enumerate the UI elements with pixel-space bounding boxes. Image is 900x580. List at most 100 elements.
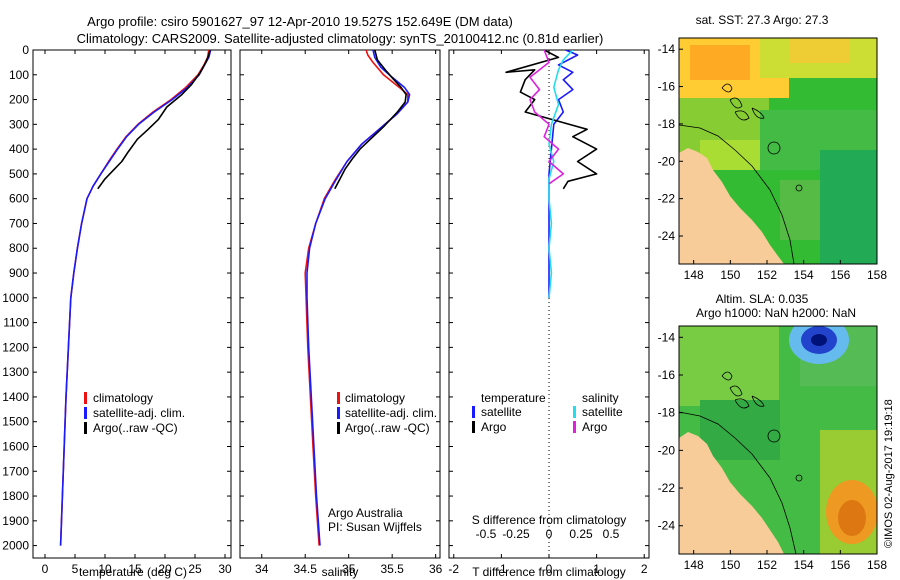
legend-label-argo: Argo(..raw -QC) bbox=[345, 421, 430, 435]
x-tick-label: 15 bbox=[128, 562, 142, 576]
legend-label-t-satellite: satellite bbox=[481, 405, 522, 419]
bathymetry-contour bbox=[679, 124, 795, 264]
depth-tick-label: 1300 bbox=[2, 365, 29, 379]
sla-map-frame bbox=[678, 325, 878, 555]
map-y-tick-label: -18 bbox=[658, 117, 676, 131]
imos-timestamp: ©IMOS 02-Aug-2017 19:19:18 bbox=[883, 399, 895, 548]
t-difference-x-ticks: -2 -1 0 1 2 bbox=[448, 49, 649, 576]
map-x-tick-label: 150 bbox=[720, 268, 740, 282]
sla-map-title-line2: Argo h1000: NaN h2000: NaN bbox=[696, 306, 856, 320]
map-x-tick-label: 156 bbox=[830, 558, 850, 572]
map-y-tick-label: -22 bbox=[658, 481, 676, 495]
salinity-plot-frame bbox=[239, 49, 441, 559]
legend-label-climatology: climatology bbox=[93, 391, 153, 405]
depth-tick-label: 1100 bbox=[3, 316, 29, 330]
depth-tick-label: 1000 bbox=[2, 291, 29, 305]
legend-swatch-s-argo bbox=[573, 421, 576, 433]
map-y-tick-label: -24 bbox=[658, 229, 676, 243]
legend-label-s-argo: Argo bbox=[582, 420, 608, 434]
depth-tick-label: 1800 bbox=[2, 489, 29, 503]
sst-map-ticks: 148 150 152 154 156 158 -14 -16 -18 -20 -22 -24 bbox=[658, 42, 888, 282]
map-x-tick-label: 158 bbox=[867, 558, 887, 572]
depth-tick-label: 800 bbox=[9, 241, 29, 255]
legend-swatch-s-satellite bbox=[573, 406, 576, 418]
x-tick-label: 2 bbox=[641, 562, 648, 576]
legend-swatch-t-argo bbox=[472, 421, 475, 433]
map-x-tick-label: 148 bbox=[684, 268, 704, 282]
legend-label-argo: Argo(..raw -QC) bbox=[93, 421, 178, 435]
depth-tick-label: 900 bbox=[9, 266, 29, 280]
x-tick-label: 5 bbox=[72, 562, 79, 576]
pi-label: PI: Susan Wijffels bbox=[328, 520, 422, 534]
legend-label-s-satellite: satellite bbox=[582, 405, 623, 419]
salinity-panel: 34 34.5 35 35.5 36 salinity climatology sate… bbox=[239, 49, 443, 579]
bathymetry-contour bbox=[679, 411, 797, 554]
legend-swatch-climatology bbox=[84, 392, 87, 404]
temperature-x-label: temperature (deg C) bbox=[79, 565, 187, 579]
x-tick-label: 35.5 bbox=[380, 562, 404, 576]
salinity-x-ticks: 34 34.5 35 35.5 36 bbox=[240, 49, 443, 576]
map-x-tick-label: 148 bbox=[684, 558, 704, 572]
series-line bbox=[548, 50, 574, 298]
t-difference-label: T difference from climatology bbox=[472, 565, 626, 579]
depth-tick-label: 1700 bbox=[2, 464, 29, 478]
legend-heading-temperature: temperature bbox=[481, 391, 546, 405]
depth-tick-label: 400 bbox=[9, 142, 29, 156]
map-y-tick-label: -20 bbox=[658, 443, 676, 457]
reef-outline bbox=[721, 371, 765, 409]
difference-series bbox=[505, 50, 598, 298]
reef-outline bbox=[721, 83, 765, 121]
series-line bbox=[334, 50, 407, 190]
legend-label-climatology: climatology bbox=[345, 391, 405, 405]
map-y-tick-label: -22 bbox=[658, 192, 676, 206]
map-y-tick-label: -18 bbox=[658, 406, 676, 420]
sst-map-panel: sat. SST: 27.3 Argo: 27.3 148 150 152 154 15… bbox=[658, 13, 888, 282]
map-x-tick-label: 152 bbox=[757, 268, 777, 282]
x-tick-label: 20 bbox=[158, 562, 172, 576]
legend-swatch-satellite bbox=[337, 407, 340, 419]
map-x-tick-label: 158 bbox=[867, 268, 887, 282]
temperature-legend: climatology satellite-adj. clim. Argo(..… bbox=[84, 391, 185, 435]
map-x-tick-label: 152 bbox=[757, 558, 777, 572]
series-line bbox=[505, 50, 598, 190]
reef-circle bbox=[767, 141, 781, 155]
salinity-series bbox=[304, 50, 411, 546]
depth-tick-label: 500 bbox=[9, 167, 29, 181]
s-diff-tick: 0.5 bbox=[603, 527, 620, 541]
map-y-tick-label: -16 bbox=[658, 368, 676, 382]
series-line bbox=[548, 50, 579, 298]
map-x-tick-label: 156 bbox=[830, 268, 850, 282]
sla-map-panel: Altim. SLA: 0.035 Argo h1000: NaN h2000:… bbox=[658, 292, 888, 572]
legend-label-t-argo: Argo bbox=[481, 420, 507, 434]
figure-title-line1: Argo profile: csiro 5901627_97 12-Apr-20… bbox=[87, 14, 513, 29]
series-line bbox=[97, 50, 211, 190]
sla-low-center bbox=[811, 334, 827, 346]
land-mass bbox=[679, 148, 784, 264]
land-mass bbox=[679, 432, 784, 554]
map-x-tick-label: 150 bbox=[720, 558, 740, 572]
temperature-series bbox=[59, 50, 212, 546]
depth-tick-labels: 0 100 200 300 400 500 600 700 800 900 1000 1100 1200… bbox=[2, 43, 29, 553]
reef-circle bbox=[795, 184, 803, 192]
series-line bbox=[306, 50, 411, 546]
figure-title-line2: Climatology: CARS2009. Satellite-adjuste… bbox=[77, 31, 604, 46]
depth-tick-label: 0 bbox=[22, 43, 29, 57]
legend-swatch-satellite bbox=[84, 407, 87, 419]
argo-australia-label: Argo Australia bbox=[328, 506, 403, 520]
depth-tick-label: 100 bbox=[9, 68, 29, 82]
temperature-panel: 0100200300400500600700800900100011001200… bbox=[2, 43, 232, 579]
s-diff-tick: 0.25 bbox=[569, 527, 593, 541]
x-tick-label: 0 bbox=[42, 562, 49, 576]
sla-map-title-line1: Altim. SLA: 0.035 bbox=[716, 292, 809, 306]
depth-tick-label: 1400 bbox=[2, 390, 29, 404]
legend-heading-salinity: salinity bbox=[582, 391, 619, 405]
difference-panel: -2 -1 0 1 2 -0.5 -0.25 0 0.25 0.5 S differen… bbox=[448, 49, 650, 579]
legend-label-satellite: satellite-adj. clim. bbox=[345, 406, 437, 420]
map-y-tick-label: -14 bbox=[658, 42, 676, 56]
temperature-plot-frame bbox=[32, 49, 232, 559]
depth-tick-label: 1500 bbox=[2, 415, 29, 429]
salinity-x-label: salinity bbox=[322, 565, 359, 579]
x-tick-label: -1 bbox=[496, 562, 507, 576]
temperature-x-ticks: 0 5 10 15 20 25 30 bbox=[33, 49, 232, 576]
map-x-tick-label: 154 bbox=[794, 558, 814, 572]
